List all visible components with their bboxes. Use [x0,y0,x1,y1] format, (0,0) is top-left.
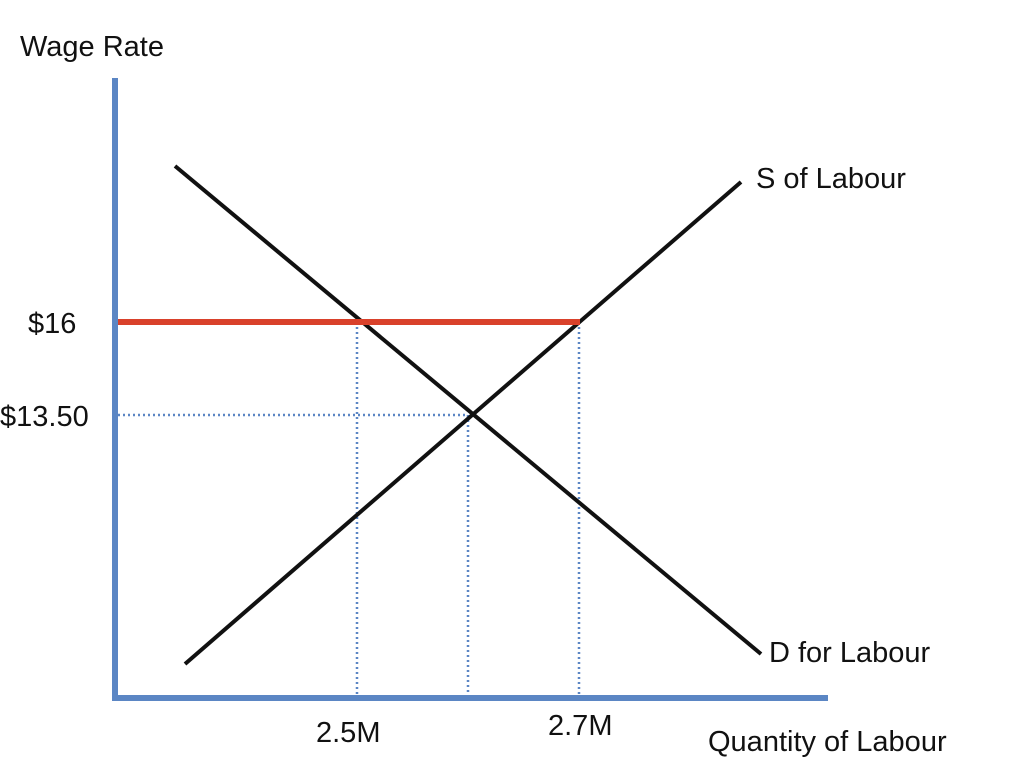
supply-curve-label: S of Labour [756,163,906,195]
quantity-tick-left: 2.5M [316,717,380,749]
demand-curve [173,164,763,656]
demand-curve-label: D for Labour [769,637,931,669]
equilibrium-wage-label: $13.50 [0,401,89,433]
supply-curve [183,180,743,666]
x-axis-label: Quantity of Labour [708,726,947,758]
quantity-tick-right: 2.7M [548,710,612,742]
y-axis-label: Wage Rate [20,31,164,63]
price-floor-label: $16 [28,308,76,340]
